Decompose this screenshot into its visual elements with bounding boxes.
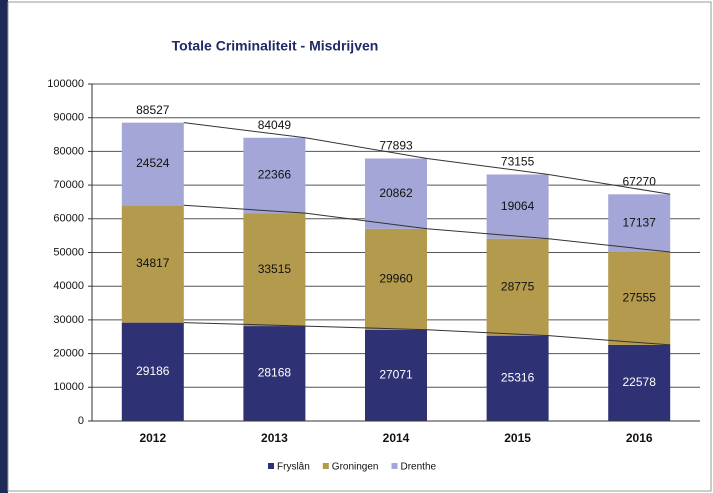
bar-segment xyxy=(121,322,184,421)
bar-segment xyxy=(243,137,306,214)
y-tick-label: 90000 xyxy=(53,112,84,124)
y-tick-label: 100000 xyxy=(47,78,84,90)
segment-label: 25316 xyxy=(501,371,535,385)
segment-label: 20862 xyxy=(379,186,413,200)
segment-label: 29186 xyxy=(136,364,170,378)
y-tick-label: 0 xyxy=(78,415,84,427)
total-label: 88527 xyxy=(136,103,170,117)
segment-label: 27555 xyxy=(623,291,657,305)
bar-segment xyxy=(486,174,549,239)
bar-segment xyxy=(243,213,306,327)
bar-segment xyxy=(608,252,671,345)
x-tick-label: 2012 xyxy=(139,431,166,445)
legend-label: Drenthe xyxy=(401,462,437,473)
bar-segment xyxy=(121,205,184,323)
x-tick-label: 2016 xyxy=(626,431,653,445)
trend-line xyxy=(183,322,671,346)
bar-segment xyxy=(365,228,427,330)
legend-swatch xyxy=(268,463,274,469)
y-tick-label: 80000 xyxy=(53,145,84,157)
legend-label: Groningen xyxy=(332,462,379,473)
legend-swatch xyxy=(322,463,329,469)
y-tick-label: 50000 xyxy=(53,246,84,258)
x-tick-label: 2015 xyxy=(504,431,531,445)
bar-segment xyxy=(486,238,549,336)
bar-segment xyxy=(365,329,427,421)
total-label: 84049 xyxy=(258,118,292,132)
bar-segment xyxy=(121,122,184,206)
segment-label: 33515 xyxy=(258,262,292,276)
segment-label: 22578 xyxy=(623,375,657,389)
bar-segment xyxy=(243,326,306,421)
total-label: 77893 xyxy=(379,139,413,153)
frame xyxy=(7,1,712,492)
x-tick-label: 2013 xyxy=(261,431,288,445)
legend-label: Fryslân xyxy=(277,462,310,473)
y-tick-label: 30000 xyxy=(53,314,84,326)
trend-line xyxy=(183,122,671,195)
segment-label: 19064 xyxy=(501,199,535,213)
segment-label: 27071 xyxy=(379,368,413,382)
left-edge xyxy=(0,0,8,493)
segment-label: 34817 xyxy=(136,256,170,270)
segment-label: 28775 xyxy=(501,279,535,293)
bar-segment xyxy=(365,158,427,229)
trend-line xyxy=(183,204,671,253)
total-label: 73155 xyxy=(501,155,535,169)
segment-label: 28168 xyxy=(258,366,292,380)
y-tick-label: 20000 xyxy=(53,348,84,360)
y-tick-label: 10000 xyxy=(53,381,84,393)
bar-segment xyxy=(608,344,671,421)
y-tick-label: 60000 xyxy=(53,213,84,225)
bar-segment xyxy=(486,335,549,421)
chart-title: Totale Criminaliteit - Misdrijven xyxy=(172,38,379,54)
segment-label: 22366 xyxy=(258,168,292,182)
segment-label: 29960 xyxy=(379,271,413,285)
y-tick-label: 70000 xyxy=(53,179,84,191)
segment-label: 17137 xyxy=(623,215,657,229)
y-tick-label: 40000 xyxy=(53,280,84,292)
total-label: 67270 xyxy=(623,174,657,188)
segment-label: 24524 xyxy=(136,156,170,170)
x-tick-label: 2014 xyxy=(383,431,410,445)
bar-segment xyxy=(608,194,671,253)
legend-swatch xyxy=(391,463,398,469)
